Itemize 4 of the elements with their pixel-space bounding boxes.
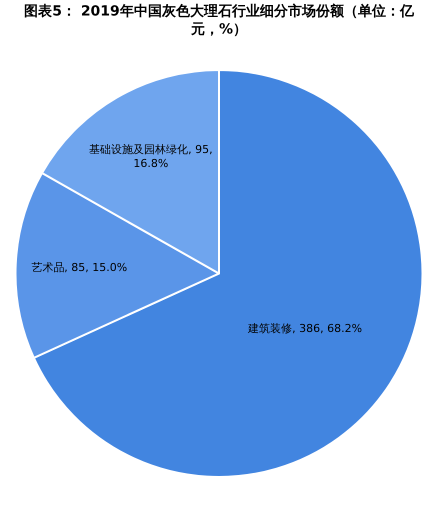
slice-label: 基础设施及园林绿化, 95, 16.8% (89, 142, 213, 170)
chart-title: 图表5： 2019年中国灰色大理石行业细分市场份额（单位：亿元，%） (24, 2, 415, 38)
slice-label: 建筑装修, 386, 68.2% (247, 322, 362, 336)
slice-label: 艺术品, 85, 15.0% (31, 260, 128, 274)
